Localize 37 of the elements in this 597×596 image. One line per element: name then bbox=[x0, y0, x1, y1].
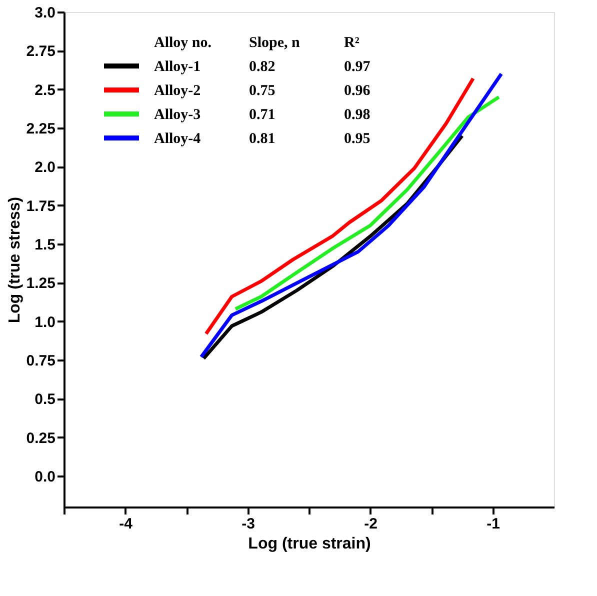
x-axis-title: Log (true strain) bbox=[248, 536, 371, 552]
annotation: 0.71 bbox=[249, 107, 276, 123]
legend-label: Alloy-3 bbox=[154, 107, 201, 123]
line-series bbox=[204, 76, 475, 336]
y-tick-label: 1.75 bbox=[26, 198, 56, 215]
y-tick-label: 1.25 bbox=[26, 275, 56, 292]
annotation: 0.96 bbox=[344, 83, 371, 99]
x-tick-label: -1 bbox=[486, 516, 500, 532]
text: 2.0 bbox=[34, 159, 56, 176]
x-tick-label: -4 bbox=[119, 516, 134, 532]
text: 1.0 bbox=[34, 314, 56, 331]
text: 1.5 bbox=[34, 236, 56, 254]
line-series bbox=[199, 72, 504, 359]
y-tick-label: 2.25 bbox=[26, 120, 56, 138]
text: 0.5 bbox=[34, 391, 56, 408]
x-tick-label: -2 bbox=[364, 516, 378, 532]
y-tick-label: 0.75 bbox=[26, 352, 56, 370]
text: 0.0 bbox=[34, 468, 56, 486]
y-tick-label: 2.75 bbox=[26, 43, 56, 60]
annotation: Slope, n bbox=[249, 35, 301, 51]
y-axis-title: Log (true stress) bbox=[6, 196, 24, 324]
y-tick-label: 0.25 bbox=[26, 430, 56, 447]
annotation: 0.81 bbox=[249, 131, 276, 147]
text: 3.0 bbox=[34, 4, 56, 22]
x-tick-label: -3 bbox=[242, 516, 255, 532]
legend-title: Alloy no. bbox=[154, 35, 212, 51]
legend-label: Alloy-4 bbox=[154, 131, 202, 147]
legend-label: Alloy-1 bbox=[154, 59, 201, 75]
annotation: 0.98 bbox=[344, 107, 370, 123]
line-series bbox=[234, 95, 501, 311]
annotation: R² bbox=[344, 35, 360, 51]
annotation: 0.75 bbox=[249, 83, 276, 99]
legend-label: Alloy-2 bbox=[154, 83, 201, 99]
annotation: 0.82 bbox=[249, 59, 276, 75]
annotation: 0.97 bbox=[344, 59, 371, 75]
text: 2.5 bbox=[34, 82, 56, 99]
annotation: 0.95 bbox=[344, 131, 370, 147]
